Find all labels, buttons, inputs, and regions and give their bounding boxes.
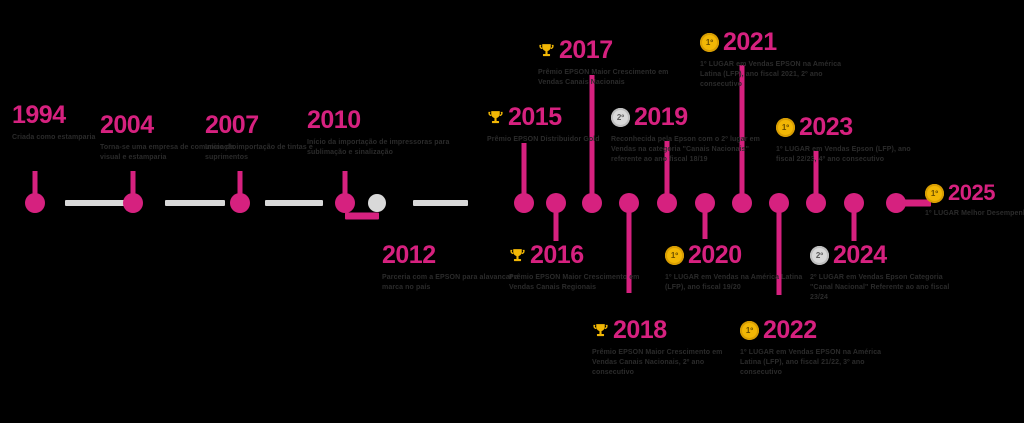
entry-year: 2024	[833, 241, 887, 269]
entry-year: 2021	[723, 28, 777, 56]
entry-description: 1º LUGAR em Vendas EPSON na América Lati…	[700, 61, 842, 89]
timeline-node-2017[interactable]	[582, 193, 602, 213]
entry-description: Prêmio EPSON Maior Crescimento em Vendas…	[509, 274, 640, 292]
medal-silver-icon: 2º	[810, 246, 829, 265]
axis-dash	[265, 200, 323, 206]
timeline-entry-2021[interactable]: 1º 2021 1º LUGAR em Vendas EPSON na Améric…	[700, 30, 850, 90]
entry-description: Prêmio EPSON Maior Crescimento em Vendas…	[592, 349, 723, 377]
entry-description: 2º LUGAR em Vendas Epson Categoria "Cana…	[810, 274, 950, 302]
timeline-entry-2004[interactable]: 2004 Torna-se uma empresa de comunicação …	[100, 113, 250, 163]
timeline-node-2022[interactable]	[769, 193, 789, 213]
timeline-node-2023[interactable]	[806, 193, 826, 213]
timeline-node-2016[interactable]	[546, 193, 566, 213]
entry-description: 1º LUGAR em Vendas EPSON na América Lati…	[740, 349, 882, 377]
entry-year: 2025	[948, 180, 995, 205]
timeline-stem	[739, 65, 745, 203]
trophy-icon	[592, 322, 609, 339]
timeline-entry-2015[interactable]: 2015 Prêmio EPSON Distribuidor Gold	[487, 105, 637, 145]
entry-year: 2012	[382, 241, 436, 269]
medal-gold-icon: 1º	[700, 33, 719, 52]
timeline-entry-2019[interactable]: 2º 2019 Reconhecida pela Epson com o 2º lu…	[611, 105, 761, 165]
medal-gold-icon: 1º	[776, 118, 795, 137]
entry-year: 1994	[12, 101, 66, 129]
medal-gold-icon: 1º	[665, 246, 684, 265]
timeline-node-2012[interactable]	[368, 194, 386, 212]
timeline-node-2024[interactable]	[844, 193, 864, 213]
timeline-node-2018[interactable]	[619, 193, 639, 213]
timeline-entry-2012[interactable]: 2012 Parceria com a EPSON para alavancar …	[382, 243, 532, 293]
entry-year: 2004	[100, 111, 154, 139]
timeline-stem	[237, 171, 243, 203]
timeline-node-2020[interactable]	[695, 193, 715, 213]
axis-dash	[345, 212, 379, 220]
entry-year: 2019	[634, 103, 688, 131]
timeline-entry-2016[interactable]: 2016 Prêmio EPSON Maior Crescimento em Ve…	[509, 243, 659, 293]
medal-gold-icon: 1º	[740, 321, 759, 340]
timeline-entry-2018[interactable]: 2018 Prêmio EPSON Maior Crescimento em Ve…	[592, 318, 742, 378]
timeline-entry-2007[interactable]: 2007 Início da importação de tintas e sup…	[205, 113, 355, 163]
timeline-stem	[702, 203, 708, 239]
axis-dash	[903, 199, 931, 207]
timeline-node-2019[interactable]	[657, 193, 677, 213]
entry-description: 1º LUGAR em Vendas na América Latina (LF…	[665, 274, 803, 292]
timeline-stem	[589, 75, 595, 203]
timeline-stem	[851, 203, 857, 241]
entry-description: Parceria com a EPSON para alavancar a ma…	[382, 274, 519, 292]
entry-description: Criada como estamparia	[12, 134, 96, 141]
entry-description: Prêmio EPSON Distribuidor Gold	[487, 136, 600, 143]
entry-year: 2018	[613, 316, 667, 344]
entry-description: Torna-se uma empresa de comunicação visu…	[100, 144, 237, 162]
entry-description: Início da importação de impressoras para…	[307, 139, 450, 157]
entry-year: 2023	[799, 113, 853, 141]
timeline-entry-2022[interactable]: 1º 2022 1º LUGAR em Vendas EPSON na Améric…	[740, 318, 890, 378]
timeline-node-2021[interactable]	[732, 193, 752, 213]
timeline-node-2025[interactable]	[886, 193, 906, 213]
timeline-entry-2024[interactable]: 2º 2024 2º LUGAR em Vendas Epson Categoria…	[810, 243, 960, 303]
timeline-entry-2017[interactable]: 2017 Prêmio EPSON Maior Crescimento em Ve…	[538, 38, 688, 88]
axis-dash	[165, 200, 225, 206]
entry-description: Prêmio EPSON Maior Crescimento em Vendas…	[538, 69, 669, 87]
timeline-stem	[521, 143, 527, 203]
entry-year: 2007	[205, 111, 259, 139]
timeline-entry-2023[interactable]: 1º 2023 1º LUGAR em Vendas Epson (LFP), an…	[776, 115, 926, 165]
entry-description: 1º LUGAR em Vendas Epson (LFP), ano fisc…	[776, 146, 911, 164]
timeline-stem	[626, 203, 632, 293]
entry-year: 2022	[763, 316, 817, 344]
medal-silver-icon: 2º	[611, 108, 630, 127]
timeline-node-1994[interactable]	[25, 193, 45, 213]
timeline-stem	[553, 203, 559, 241]
timeline-stem	[342, 171, 348, 203]
trophy-icon	[509, 247, 526, 264]
timeline-node-2004[interactable]	[123, 193, 143, 213]
entry-description: 1º LUGAR Melhor Desempenho Nacional	[925, 210, 1024, 217]
entry-year: 2016	[530, 241, 584, 269]
trophy-icon	[538, 42, 555, 59]
timeline-node-2010[interactable]	[335, 193, 355, 213]
axis-dash	[413, 200, 468, 206]
timeline-stem	[130, 171, 136, 203]
timeline-node-2007[interactable]	[230, 193, 250, 213]
entry-description: Início da importação de tintas e suprime…	[205, 144, 313, 162]
timeline-stem	[776, 203, 782, 295]
entry-year: 2020	[688, 241, 742, 269]
timeline-node-2015[interactable]	[514, 193, 534, 213]
timeline-stem	[813, 151, 819, 203]
timeline-entry-1994[interactable]: 1994 Criada como estamparia	[12, 103, 162, 143]
entry-description: Reconhecida pela Epson com o 2º lugar em…	[611, 136, 760, 164]
timeline-stem	[664, 141, 670, 203]
timeline-entry-2020[interactable]: 1º 2020 1º LUGAR em Vendas na América Lati…	[665, 243, 815, 293]
entry-year: 2010	[307, 106, 361, 134]
trophy-icon	[487, 109, 504, 126]
axis-dash	[65, 200, 125, 206]
medal-gold-icon: 1º	[925, 183, 944, 203]
timeline-stem	[32, 171, 38, 203]
entry-year: 2017	[559, 36, 613, 64]
timeline-entry-2010[interactable]: 2010 Início da importação de impressoras …	[307, 108, 457, 158]
entry-year: 2015	[508, 103, 562, 131]
